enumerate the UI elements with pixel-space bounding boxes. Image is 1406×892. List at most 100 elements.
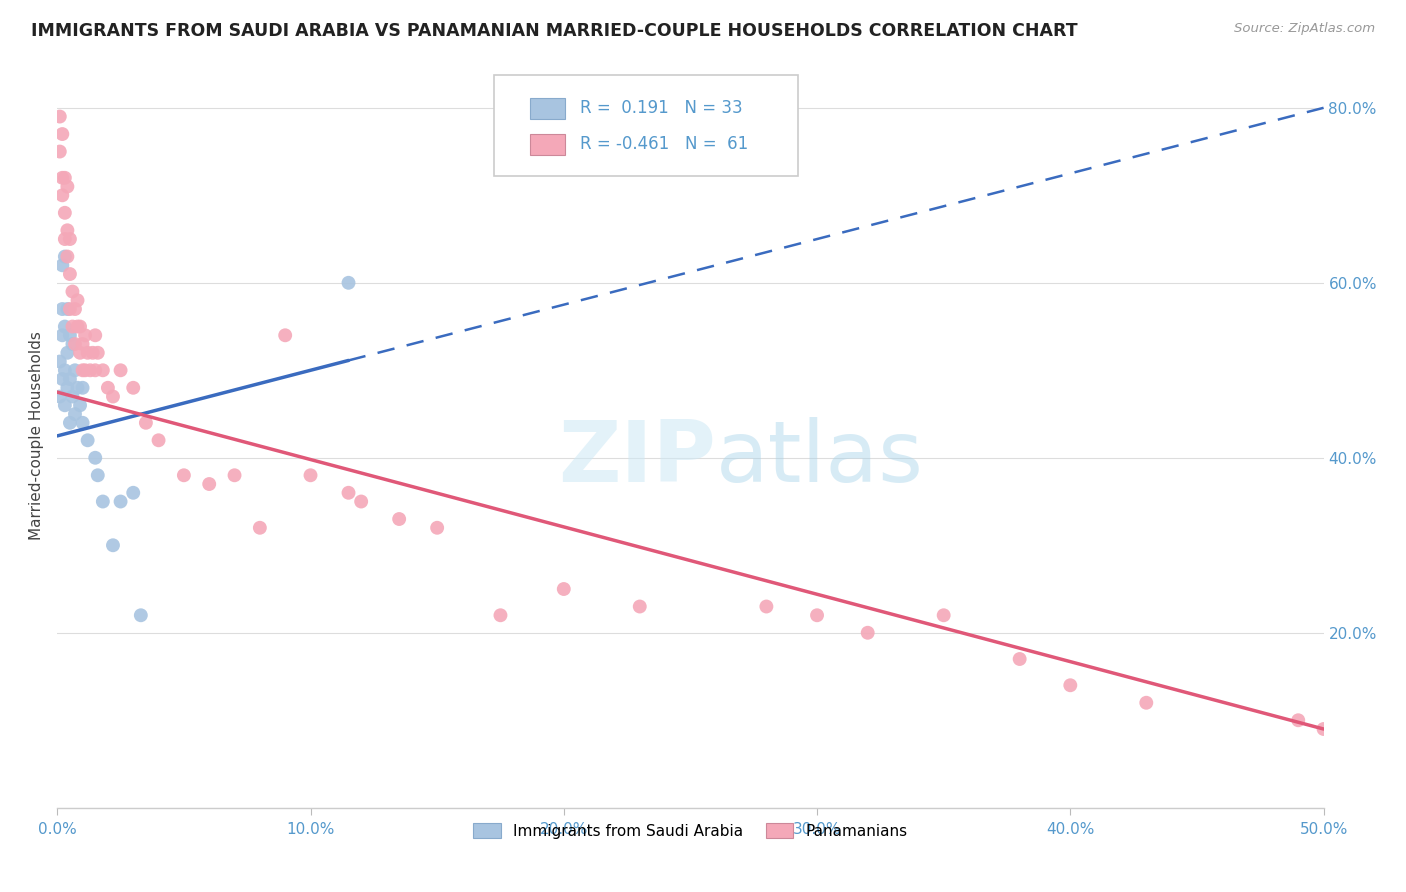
Point	[51, 188, 73, 202]
Point	[79, 363, 101, 377]
Point	[53, 232, 76, 246]
Point	[51, 372, 73, 386]
Point	[1008, 652, 1031, 666]
Point	[1059, 678, 1081, 692]
Legend: Immigrants from Saudi Arabia, Panamanians: Immigrants from Saudi Arabia, Panamanian…	[467, 816, 914, 845]
Point	[72, 363, 94, 377]
Point	[51, 301, 73, 316]
Point	[856, 625, 879, 640]
Point	[75, 363, 97, 377]
Point	[110, 363, 132, 377]
Point	[337, 485, 360, 500]
Point	[122, 381, 145, 395]
Point	[62, 390, 84, 404]
Point	[87, 346, 110, 360]
FancyBboxPatch shape	[530, 134, 565, 154]
Point	[66, 319, 89, 334]
Point	[56, 250, 79, 264]
Text: ZIP: ZIP	[558, 417, 716, 500]
Point	[59, 301, 82, 316]
Text: Source: ZipAtlas.com: Source: ZipAtlas.com	[1234, 22, 1375, 36]
Point	[84, 363, 107, 377]
Point	[87, 468, 110, 483]
Point	[135, 416, 157, 430]
Point	[84, 328, 107, 343]
Point	[56, 301, 79, 316]
Point	[173, 468, 195, 483]
Point	[49, 145, 72, 159]
Point	[224, 468, 246, 483]
Point	[91, 363, 114, 377]
Point	[69, 319, 91, 334]
Point	[755, 599, 778, 614]
Point	[1135, 696, 1157, 710]
Point	[426, 521, 449, 535]
Point	[69, 398, 91, 412]
Point	[63, 337, 86, 351]
Point	[56, 223, 79, 237]
Point	[82, 346, 104, 360]
Y-axis label: Married-couple Households: Married-couple Households	[30, 332, 44, 541]
Point	[49, 110, 72, 124]
Point	[932, 608, 955, 623]
Point	[59, 372, 82, 386]
Point	[553, 582, 575, 596]
Point	[51, 258, 73, 272]
Point	[72, 381, 94, 395]
Point	[628, 599, 651, 614]
Point	[337, 276, 360, 290]
Point	[53, 250, 76, 264]
Point	[62, 319, 84, 334]
Point	[69, 346, 91, 360]
Point	[49, 390, 72, 404]
Point	[198, 477, 221, 491]
Point	[97, 381, 120, 395]
Point	[76, 346, 98, 360]
Point	[56, 381, 79, 395]
Point	[66, 381, 89, 395]
Point	[274, 328, 297, 343]
Point	[53, 398, 76, 412]
Point	[76, 434, 98, 448]
Text: IMMIGRANTS FROM SAUDI ARABIA VS PANAMANIAN MARRIED-COUPLE HOUSEHOLDS CORRELATION: IMMIGRANTS FROM SAUDI ARABIA VS PANAMANI…	[31, 22, 1077, 40]
Point	[122, 485, 145, 500]
Point	[72, 337, 94, 351]
Point	[148, 434, 170, 448]
Point	[56, 346, 79, 360]
Text: atlas: atlas	[716, 417, 924, 500]
Point	[59, 232, 82, 246]
Text: R = -0.461   N =  61: R = -0.461 N = 61	[581, 136, 748, 153]
Point	[299, 468, 322, 483]
Point	[66, 293, 89, 308]
Point	[91, 494, 114, 508]
Point	[72, 416, 94, 430]
Point	[59, 328, 82, 343]
Text: R =  0.191   N = 33: R = 0.191 N = 33	[581, 99, 742, 118]
Point	[53, 319, 76, 334]
Point	[84, 450, 107, 465]
Point	[75, 328, 97, 343]
Point	[1312, 722, 1334, 736]
Point	[53, 363, 76, 377]
Point	[56, 179, 79, 194]
Point	[62, 337, 84, 351]
Point	[249, 521, 271, 535]
Point	[51, 170, 73, 185]
Point	[101, 390, 124, 404]
Point	[49, 354, 72, 368]
Point	[806, 608, 828, 623]
Point	[51, 127, 73, 141]
Point	[350, 494, 373, 508]
Point	[489, 608, 512, 623]
FancyBboxPatch shape	[494, 75, 799, 176]
Point	[388, 512, 411, 526]
Point	[51, 328, 73, 343]
Point	[129, 608, 152, 623]
Point	[101, 538, 124, 552]
FancyBboxPatch shape	[530, 98, 565, 119]
Point	[53, 206, 76, 220]
Point	[53, 170, 76, 185]
Point	[63, 407, 86, 421]
Point	[59, 267, 82, 281]
Point	[110, 494, 132, 508]
